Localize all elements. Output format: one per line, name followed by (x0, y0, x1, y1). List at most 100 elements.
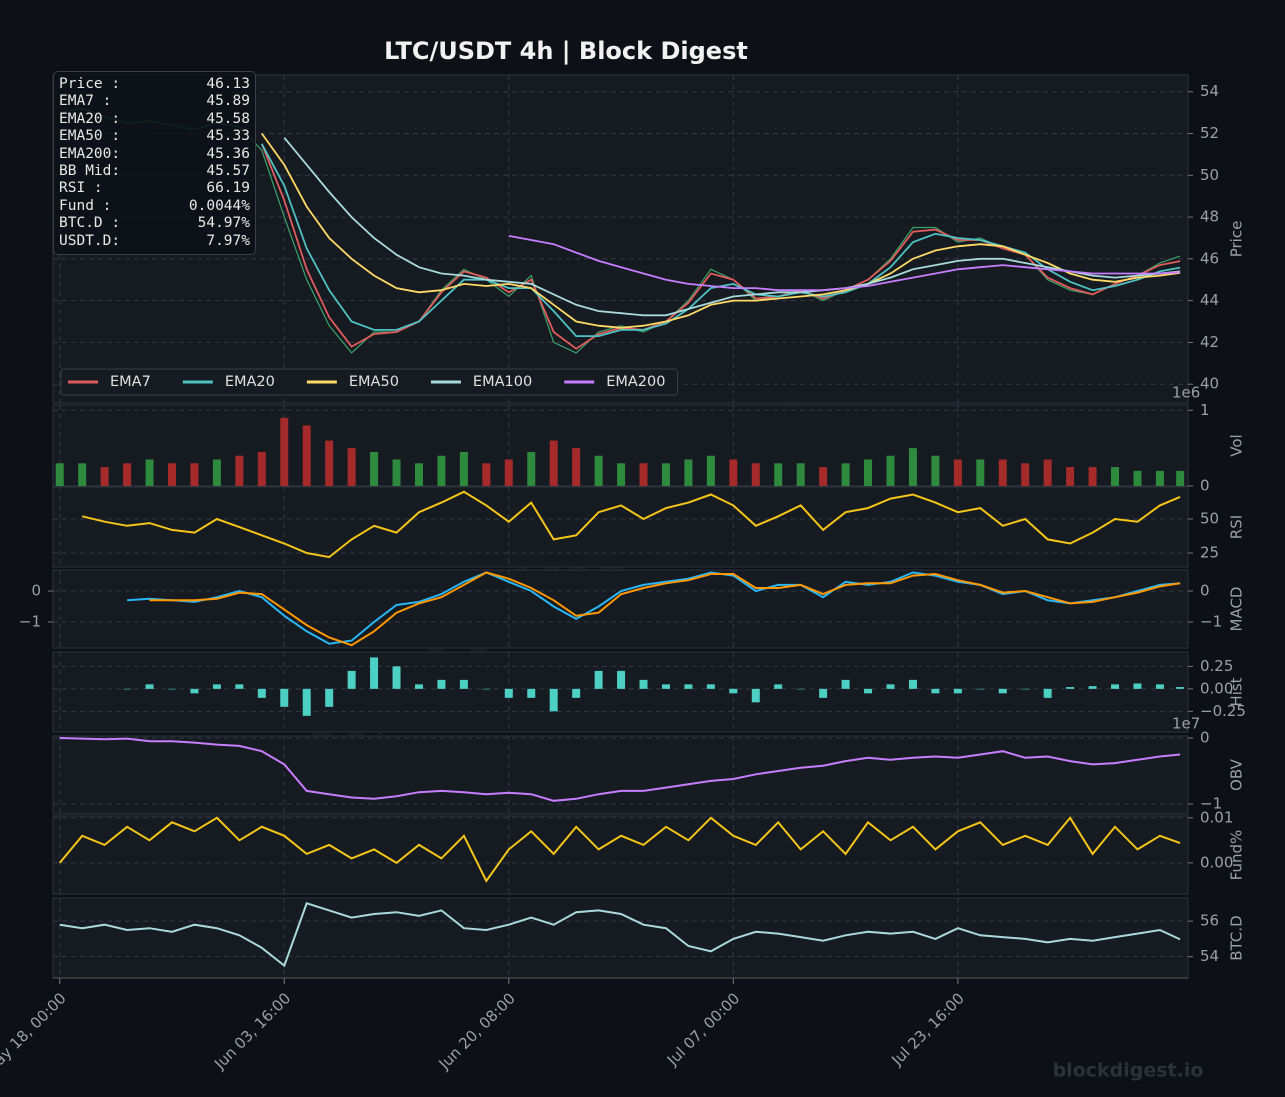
bar (774, 684, 783, 689)
bar (78, 463, 87, 486)
series-line (58, 816, 1181, 883)
y-tick-label: 0 (1200, 582, 1210, 600)
y-tick-label: 46 (1200, 249, 1219, 267)
bar (1176, 687, 1185, 689)
info-box: Price :46.13 EMA7 :45.89 EMA20 :45.58 EMA50… (53, 71, 256, 256)
bar (729, 688, 738, 694)
bar (931, 688, 940, 694)
y-tick-label: 0 (1200, 728, 1210, 746)
x-tick-label: Jun 03, 16:00 (210, 989, 294, 1073)
bar (706, 684, 715, 689)
bar (257, 688, 266, 698)
bar (1021, 463, 1030, 486)
bar (212, 684, 221, 689)
bar (123, 463, 132, 486)
bar (706, 455, 715, 486)
info-row: EMA20 : 45.58 (59, 111, 250, 128)
bar (280, 688, 289, 707)
bar (594, 455, 603, 486)
info-label: BB Mid: (59, 163, 121, 180)
y-tick-label: 54 (1200, 82, 1219, 100)
legend-label: EMA20 (225, 374, 275, 390)
bar (527, 688, 536, 698)
y-tick-label: 0.00 (1200, 853, 1233, 871)
bar (594, 670, 603, 689)
y-axis-label: Fund% (1228, 830, 1246, 881)
legend-label: EMA200 (606, 374, 665, 390)
legend-label: EMA7 (110, 374, 151, 390)
legend-label: EMA50 (349, 374, 399, 390)
info-row: RSI : 66.19 (59, 180, 250, 197)
y-tick-label: 56 (1200, 912, 1219, 930)
bar (617, 463, 626, 486)
bar (1088, 686, 1097, 689)
bar (639, 463, 648, 486)
y-tick-label: 0.00 (1200, 679, 1233, 697)
panel (52, 569, 1189, 649)
y-tick-label: 50 (1200, 166, 1219, 184)
legend-box (60, 368, 678, 396)
info-value: 0.0044% (188, 197, 250, 214)
bar (976, 688, 985, 690)
info-row: EMA50 : 45.33 (59, 128, 250, 145)
info-row: Price : 46.13 (59, 76, 250, 93)
axis-offset: 1e6 (1172, 384, 1200, 402)
y-axis-label: Price (1228, 221, 1246, 258)
bar (1043, 459, 1052, 486)
series-line (81, 490, 1181, 559)
y-tick-label: 25 (1200, 543, 1219, 561)
bar (482, 688, 491, 690)
x-tick-label: Jul 23, 16:00 (887, 989, 967, 1069)
series-line (508, 235, 1181, 292)
y-axis-label: MACD (1228, 587, 1246, 632)
bar (347, 448, 356, 486)
bar (908, 448, 917, 486)
footer-brand: blockdigest.io (1053, 1060, 1204, 1082)
bar (572, 688, 581, 698)
bar (796, 688, 805, 690)
bar (639, 679, 648, 689)
bar (864, 459, 873, 486)
info-value: 46.13 (206, 76, 250, 92)
y-tick-label: −1 (1200, 613, 1222, 631)
series-line (127, 571, 1181, 645)
info-label: EMA50 : (59, 128, 121, 145)
info-value: 45.89 (206, 93, 250, 110)
bar (392, 459, 401, 486)
bar (145, 459, 154, 486)
info-label: RSI : (59, 180, 103, 197)
bar (235, 684, 244, 689)
y-tick-label-left: −1 (19, 613, 41, 631)
bar (617, 670, 626, 689)
bar (168, 688, 177, 690)
panel (52, 486, 1189, 568)
bar (212, 459, 221, 486)
bar (796, 463, 805, 486)
bar (437, 679, 446, 689)
bar (123, 688, 132, 690)
bar (572, 448, 581, 486)
bar (1066, 687, 1075, 689)
y-axis-label: OBV (1228, 758, 1246, 791)
bar (100, 467, 109, 486)
y-tick-label: 54 (1200, 947, 1219, 965)
y-axis-label: RSI (1228, 515, 1246, 539)
bar (302, 425, 311, 486)
bar (459, 451, 468, 486)
bar (1155, 684, 1164, 689)
series-line (149, 571, 1181, 647)
bar (953, 688, 962, 694)
bar (257, 451, 266, 486)
bar (819, 467, 828, 486)
y-tick-label: −1 (1200, 795, 1222, 813)
series-line (261, 132, 1181, 329)
legend-label: EMA100 (473, 374, 532, 390)
bar (684, 459, 693, 486)
y-tick-label: 40 (1200, 375, 1219, 393)
bar (414, 684, 423, 689)
y-tick-label: 0.01 (1200, 808, 1233, 826)
bar (504, 459, 513, 486)
bar (459, 679, 468, 689)
